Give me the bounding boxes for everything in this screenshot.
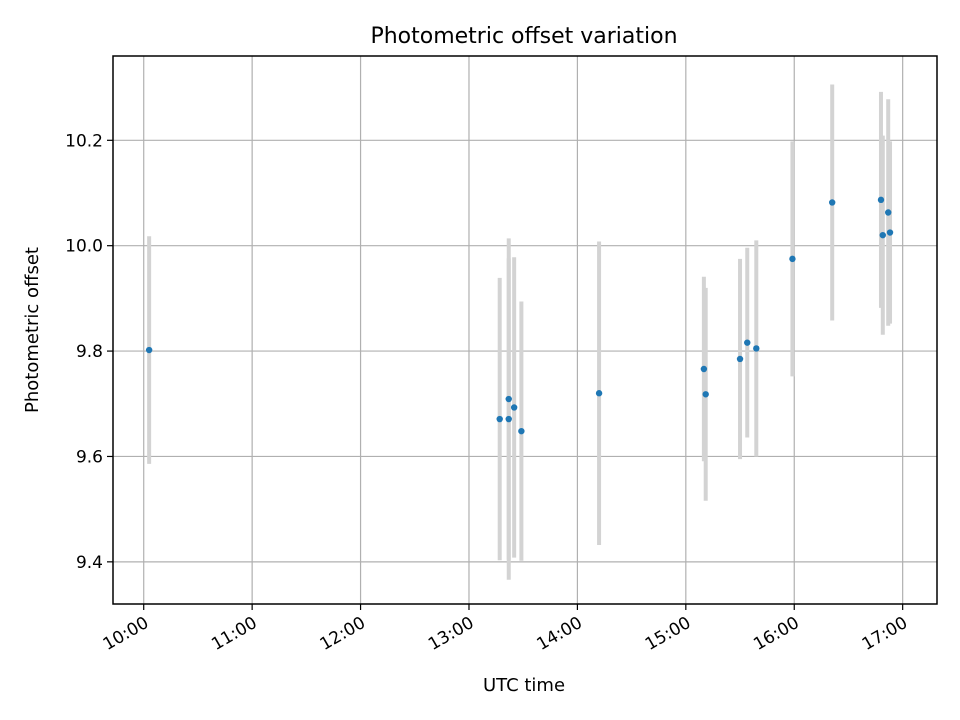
data-point [505, 395, 512, 403]
data-point [505, 415, 512, 423]
data-point [518, 427, 525, 435]
x-axis-label: UTC time [483, 675, 565, 696]
x-tick-label: 16:00 [750, 613, 802, 655]
data-point [702, 391, 709, 398]
data-point [885, 209, 892, 216]
data-point [700, 365, 708, 373]
data-points [145, 196, 894, 435]
data-point [595, 390, 603, 397]
data-point [789, 255, 796, 263]
chart-title: Photometric offset variation [370, 24, 677, 49]
x-tick-label: 17:00 [859, 613, 911, 655]
y-axis-label: Photometric offset [22, 247, 43, 413]
x-tick-label: 14:00 [533, 613, 585, 655]
error-bars [147, 84, 893, 580]
data-point [145, 346, 153, 354]
x-tick-label: 10:00 [100, 613, 152, 655]
y-tick-label: 9.4 [76, 553, 103, 573]
data-point [753, 345, 760, 352]
data-point [877, 196, 885, 204]
x-tick-label: 13:00 [425, 613, 477, 655]
data-point [886, 229, 894, 236]
y-tick-label: 10.2 [65, 131, 103, 151]
y-tick-label: 9.8 [76, 342, 103, 362]
data-point [736, 355, 744, 363]
data-point [879, 231, 886, 239]
data-point [744, 339, 751, 346]
x-tick-label: 12:00 [317, 613, 369, 655]
data-point [496, 415, 503, 423]
axis-ticks: 10:00 11:00 12:00 13:00 14:00 15:00 16:00 17:00… [65, 131, 911, 655]
x-tick-label: 15:00 [642, 613, 694, 655]
grid-lines [113, 56, 937, 604]
x-tick-label: 11:00 [208, 613, 260, 655]
data-point [510, 404, 518, 411]
y-tick-label: 9.6 [76, 447, 103, 467]
data-point [828, 199, 836, 206]
y-tick-label: 10.0 [65, 237, 103, 257]
plot-frame [112, 55, 938, 605]
